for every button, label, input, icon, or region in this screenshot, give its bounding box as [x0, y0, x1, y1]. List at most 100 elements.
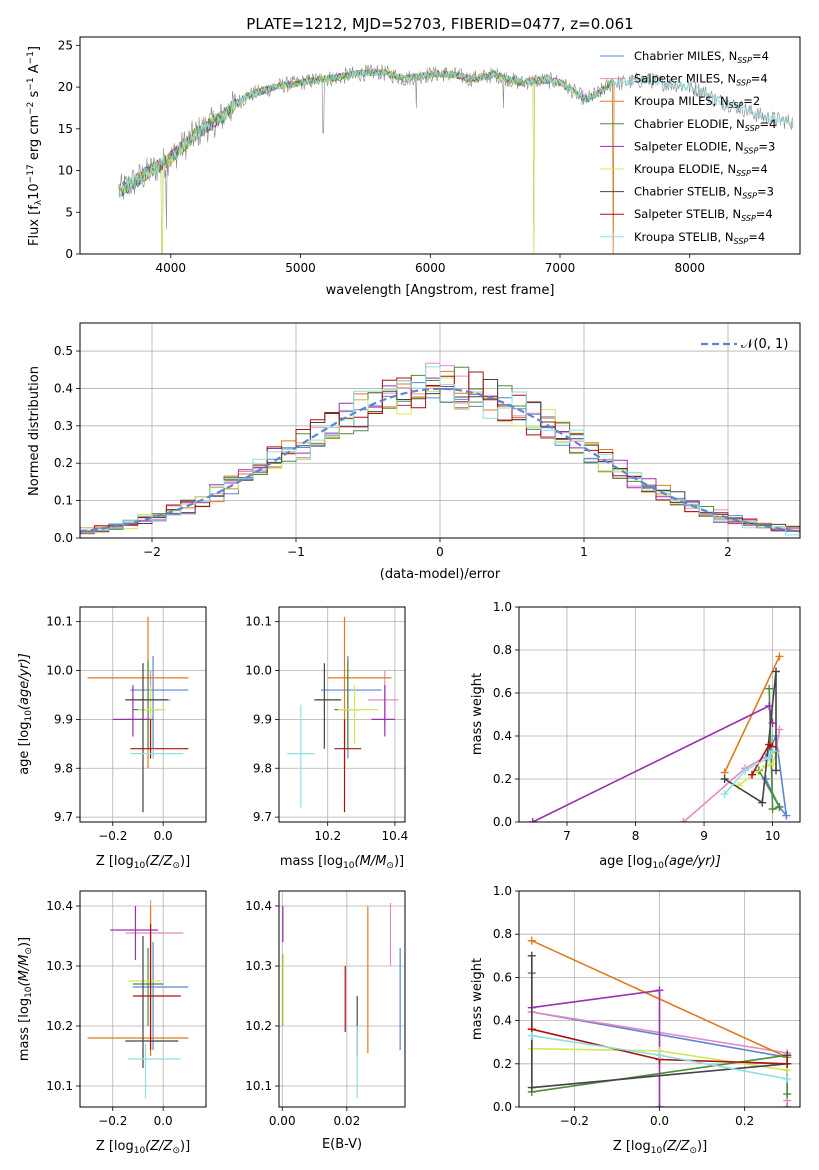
mass-weight-marker [765, 684, 774, 693]
mass-weight-marker [527, 1031, 536, 1040]
mass-weight-marker [782, 811, 791, 820]
y-tick-label: 0.0 [54, 531, 73, 545]
mass-weight-marker [765, 753, 774, 762]
y-tick-label: 0.8 [493, 643, 512, 657]
x-tick-label: −0.2 [560, 1114, 589, 1128]
x-tick-label: 7 [563, 829, 571, 843]
y-tick-label: 10.1 [245, 615, 272, 629]
legend-label: Salpeter STELIB, NSSP=4 [634, 207, 773, 223]
y-tick-label: 10.4 [245, 899, 272, 913]
mass-vs-metallicity-panel: −0.2 0.010.110.210.310.4 Z [log10(Z/Z⊙)] … [17, 890, 207, 1156]
mass-weight-marker [527, 1083, 536, 1092]
y-tick-label: 10.0 [245, 664, 272, 678]
y-tick-label: 0.2 [493, 772, 512, 786]
y-tick-label: 0.4 [493, 729, 512, 743]
normal-legend-label: 𝒩(0, 1) [741, 337, 788, 352]
mass-weight-marker [720, 775, 729, 783]
y-tick-label: 10.1 [245, 1079, 272, 1093]
x-tick-label: 0.0 [154, 829, 173, 843]
mass-weight-marker [679, 818, 688, 822]
mass-vs-extinction-panel: 0.00 0.02 10.1 10.2 10.3 10.4 E(B-V) [245, 890, 406, 1152]
y-tick-label: 9.9 [253, 712, 272, 726]
y-tick-label: 1.0 [493, 884, 512, 898]
x-tick-label: 0.0 [650, 1114, 669, 1128]
x-tick-label: 8 [632, 829, 640, 843]
x-tick-label: 6000 [415, 261, 446, 275]
x-tick-label: 5000 [285, 261, 316, 275]
y-tick-label: 0.0 [493, 815, 512, 829]
spectrum-x-label: wavelength [Angstrom, rest frame] [326, 283, 555, 298]
mass-y-label: mass [log10(M/M⊙)] [17, 937, 34, 1061]
x-tick-label: 0.00 [269, 1114, 296, 1128]
y-tick-label: 1.0 [493, 600, 512, 614]
y-tick-label: 0.4 [493, 1014, 512, 1028]
y-tick-label: 0.1 [54, 494, 73, 508]
x-tick-label: −1 [287, 545, 305, 559]
mass-weight-marker [772, 766, 781, 775]
ebv-x-label: E(B-V) [322, 1137, 362, 1152]
y-tick-label: 10.2 [46, 1019, 73, 1033]
mass-weight-marker [775, 652, 784, 661]
y-tick-label: 0.2 [493, 1057, 512, 1071]
y-tick-label: 0.6 [493, 970, 512, 984]
y-tick-label: 0 [65, 247, 73, 261]
spectrum-legend: Chabrier MILES, NSSP=4 Salpeter MILES, NS… [600, 49, 776, 246]
y-tick-label: 0.3 [54, 419, 73, 433]
y-tick-label: 25 [58, 38, 73, 52]
y-tick-label: 9.7 [253, 810, 272, 824]
mass-weight-marker [655, 1051, 664, 1060]
residual-histogram-panel: −2 −1 0 1 2 0.0 0.1 0.2 0.3 0.4 0.5 𝒩(0, 1) (data-… [27, 322, 801, 582]
y-tick-label: 0.0 [493, 1100, 512, 1114]
legend-label: Salpeter ELODIE, NSSP=3 [634, 139, 775, 155]
y-tick-label: 10 [58, 164, 73, 178]
mass-weight-marker [741, 766, 750, 775]
age-vs-mass-panel: 10.2 10.4 9.7 9.8 9.9 10.0 10.1 mass [log10(M/… [245, 606, 408, 871]
y-tick-label: 10.3 [245, 959, 272, 973]
spectrum-panel: Chabrier MILES, NSSP=4 Salpeter MILES, NS… [26, 36, 801, 298]
mass-z-x-label: Z [log10(Z/Z⊙)] [96, 1139, 190, 1156]
spectrum-y-label: Flux [fλ10−17 erg cm−2 s−1 A−1] [26, 46, 44, 246]
y-tick-label: 5 [65, 205, 73, 219]
mass-weight-marker [527, 951, 536, 960]
x-tick-label: 4000 [156, 261, 187, 275]
mass-weight-marker [748, 770, 757, 779]
mass-weight-marker [775, 802, 784, 811]
mass-weight-vs-metallicity-panel: −0.2 0.0 0.2 0.0 0.2 0.4 0.6 0.8 1.0 Z [log10(Z/… [470, 884, 801, 1156]
normal-curve [80, 387, 800, 533]
y-tick-label: 10.2 [245, 1019, 272, 1033]
histogram-legend: 𝒩(0, 1) [701, 337, 788, 352]
y-tick-label: 10.0 [46, 664, 73, 678]
mass-weight-line [723, 750, 774, 795]
legend-label: Kroupa ELODIE, NSSP=4 [634, 162, 768, 178]
mass-weight-z-y-label: mass weight [470, 958, 485, 1040]
x-tick-label: 1 [580, 545, 588, 559]
x-tick-label: 2 [724, 545, 732, 559]
legend-label: Chabrier MILES, NSSP=4 [634, 49, 769, 65]
legend-label: Kroupa STELIB, NSSP=4 [634, 230, 765, 246]
x-tick-label: 10.2 [314, 829, 341, 843]
legend-label: Chabrier STELIB, NSSP=3 [634, 185, 774, 201]
y-tick-label: 0.2 [54, 456, 73, 470]
mass-weight-age-x-label: age [log10(age/yr)] [599, 854, 721, 871]
y-tick-label: 9.8 [253, 761, 272, 775]
y-tick-label: 10.1 [46, 1079, 73, 1093]
x-tick-label: −2 [143, 545, 161, 559]
histogram-y-label: Normed distribution [27, 366, 42, 496]
y-tick-label: 15 [58, 122, 73, 136]
legend-label: Salpeter MILES, NSSP=4 [634, 72, 768, 88]
mass-weight-age-y-label: mass weight [470, 673, 485, 755]
y-tick-label: 0.4 [54, 381, 73, 395]
mass-weight-marker [783, 1051, 792, 1060]
mass-weight-marker [783, 1090, 792, 1099]
age-mass-x-label: mass [log10(M/M⊙)] [280, 854, 404, 871]
y-tick-label: 9.8 [54, 761, 73, 775]
mass-weight-line [531, 955, 788, 1089]
y-tick-label: 0.6 [493, 686, 512, 700]
x-tick-label: 9 [700, 829, 708, 843]
mass-weight-z-x-label: Z [log10(Z/Z⊙)] [613, 1139, 707, 1156]
age-vs-metallicity-panel: −0.2 0.0 9.7 9.8 9.9 10.0 10.1 Z [log10(Z/Z⊙)]… [17, 606, 207, 871]
y-tick-label: 10.4 [46, 899, 73, 913]
mass-weight-marker [768, 805, 777, 814]
mass-weight-line [724, 671, 777, 804]
